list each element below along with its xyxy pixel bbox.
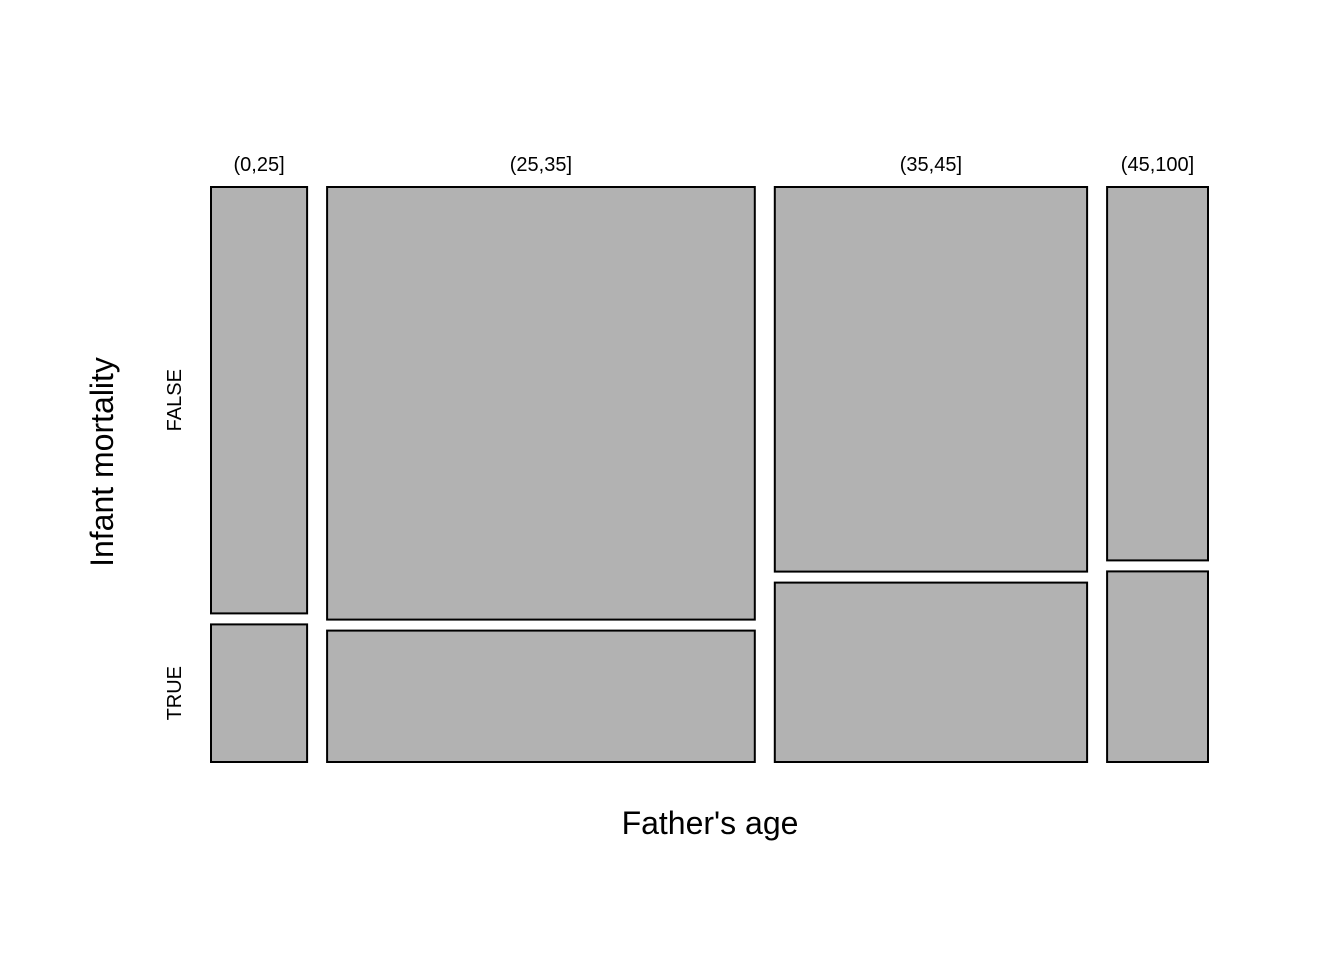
- x-category-label: (45,100]: [1121, 154, 1194, 176]
- y-axis-title: Infant mortality: [84, 357, 120, 567]
- y-category-labels: FALSE TRUE: [164, 369, 186, 720]
- y-category-label: FALSE: [164, 369, 186, 431]
- x-category-label: (0,25]: [234, 154, 285, 176]
- mosaic-tiles: [210, 186, 1209, 764]
- x-category-label: (25,35]: [510, 154, 572, 176]
- tile-3-true: [773, 581, 1089, 763]
- tile-1-true: [210, 623, 309, 764]
- tile-3-false: [773, 186, 1089, 573]
- x-axis-title: Father's age: [622, 805, 799, 841]
- tile-2-true: [326, 629, 756, 763]
- tile-1-false: [210, 186, 309, 615]
- tile-4-false: [1106, 186, 1209, 562]
- tile-4-true: [1106, 570, 1209, 764]
- x-category-label: (35,45]: [900, 154, 962, 176]
- x-category-labels: (0,25] (25,35] (35,45] (45,100]: [234, 154, 1195, 176]
- y-category-label: TRUE: [164, 666, 186, 720]
- tile-2-false: [326, 186, 756, 621]
